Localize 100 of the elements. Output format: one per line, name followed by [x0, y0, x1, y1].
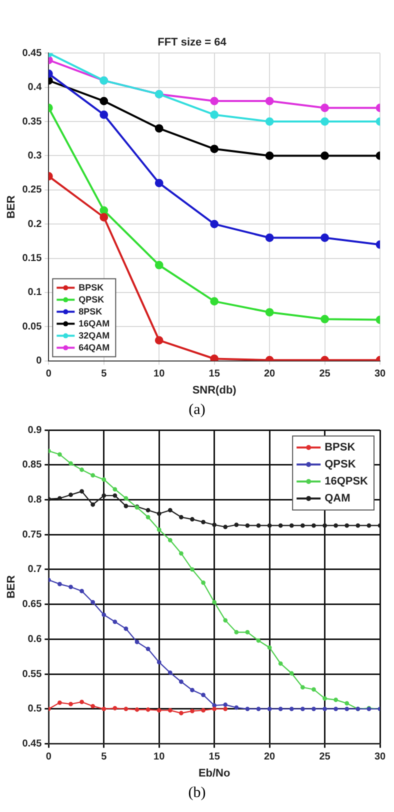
y-tick-label: 0.15 — [22, 253, 42, 264]
point — [154, 124, 164, 133]
point — [265, 234, 274, 242]
y-tick-label: 0.9 — [28, 424, 42, 436]
point — [210, 110, 219, 119]
point — [223, 618, 228, 623]
y-tick-label: 0.45 — [22, 48, 42, 59]
point — [245, 630, 250, 634]
x-axis-title: Eb/No — [198, 767, 230, 780]
legend-label: 16QPSK — [324, 476, 368, 488]
point — [320, 314, 329, 324]
x-tick-label: 5 — [101, 752, 108, 763]
point — [80, 468, 84, 472]
point — [100, 110, 108, 119]
x-tick-label: 10 — [154, 752, 166, 763]
point — [146, 508, 150, 512]
point — [112, 620, 118, 624]
point — [179, 710, 184, 716]
point — [223, 524, 228, 530]
point — [168, 708, 172, 713]
point — [320, 152, 329, 160]
point — [124, 626, 128, 631]
y-tick-label: 0.65 — [22, 599, 42, 610]
point — [102, 477, 106, 482]
point — [68, 584, 73, 590]
point — [334, 706, 338, 712]
y-tick-label: 0.2 — [28, 218, 42, 230]
y-tick-label: 0 — [36, 356, 42, 367]
point — [289, 523, 294, 528]
point — [102, 706, 106, 712]
point — [289, 671, 294, 676]
point — [320, 117, 329, 126]
point — [256, 706, 261, 712]
point — [312, 687, 316, 692]
legend-label: BPSK — [78, 282, 104, 292]
point — [210, 220, 219, 228]
point — [156, 511, 162, 516]
text: (a) — [188, 401, 206, 420]
x-tick-label: 20 — [264, 368, 276, 380]
point — [265, 96, 274, 106]
y-tick-label: 0.45 — [22, 738, 42, 750]
y-axis-title: BER — [6, 575, 18, 599]
x-tick-label: 5 — [101, 368, 108, 380]
y-tick-label: 0.55 — [22, 668, 42, 680]
legend-label: QAM — [324, 492, 350, 505]
y-tick-label: 0.75 — [22, 529, 42, 540]
point — [58, 496, 62, 501]
point — [312, 523, 316, 528]
point — [168, 508, 172, 512]
point — [68, 461, 73, 466]
point — [212, 600, 217, 604]
text: (b) — [187, 784, 207, 803]
point — [322, 696, 327, 701]
point — [223, 702, 228, 707]
x-tick-label: 0 — [46, 752, 52, 763]
point — [356, 523, 360, 528]
point — [154, 336, 164, 344]
point — [112, 706, 118, 710]
x-tick-label: 25 — [319, 752, 331, 763]
point — [190, 567, 194, 572]
point — [334, 523, 338, 528]
legend-label: QPSK — [324, 458, 356, 471]
point — [90, 600, 96, 604]
point — [168, 670, 172, 675]
point — [234, 522, 239, 528]
point — [201, 520, 206, 524]
chart-title: FFT size = 64 — [158, 36, 228, 49]
x-tick-label: 30 — [374, 752, 386, 763]
y-axis-title: BER — [6, 195, 18, 219]
point — [212, 522, 217, 528]
y-tick-label: 0.85 — [22, 460, 42, 471]
legend-label: BPSK — [324, 442, 356, 454]
point — [112, 487, 118, 492]
point — [190, 708, 194, 714]
point — [146, 646, 150, 652]
point — [179, 514, 184, 520]
point — [124, 706, 128, 712]
point — [210, 144, 219, 154]
point — [245, 706, 250, 712]
point — [300, 685, 305, 690]
point — [312, 706, 316, 712]
point — [278, 706, 283, 712]
point — [256, 523, 261, 528]
point — [102, 612, 106, 617]
point — [212, 703, 217, 708]
y-tick-label: 0.35 — [22, 116, 42, 128]
y-tick-label: 0.25 — [22, 184, 42, 196]
y-tick-label: 0.6 — [28, 634, 42, 645]
point — [179, 680, 184, 684]
legend-label: 64QAM — [78, 342, 110, 352]
legend-label: 32QAM — [78, 330, 110, 340]
y-tick-label: 0.4 — [28, 82, 42, 94]
point — [344, 701, 350, 706]
point — [156, 660, 162, 664]
x-tick-label: 30 — [374, 368, 386, 380]
point — [68, 702, 73, 706]
y-tick-label: 0.1 — [28, 287, 42, 298]
point — [134, 707, 140, 712]
point — [154, 260, 164, 270]
point — [146, 707, 150, 712]
